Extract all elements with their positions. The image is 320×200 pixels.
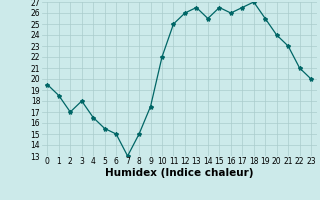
X-axis label: Humidex (Indice chaleur): Humidex (Indice chaleur) [105, 168, 253, 178]
